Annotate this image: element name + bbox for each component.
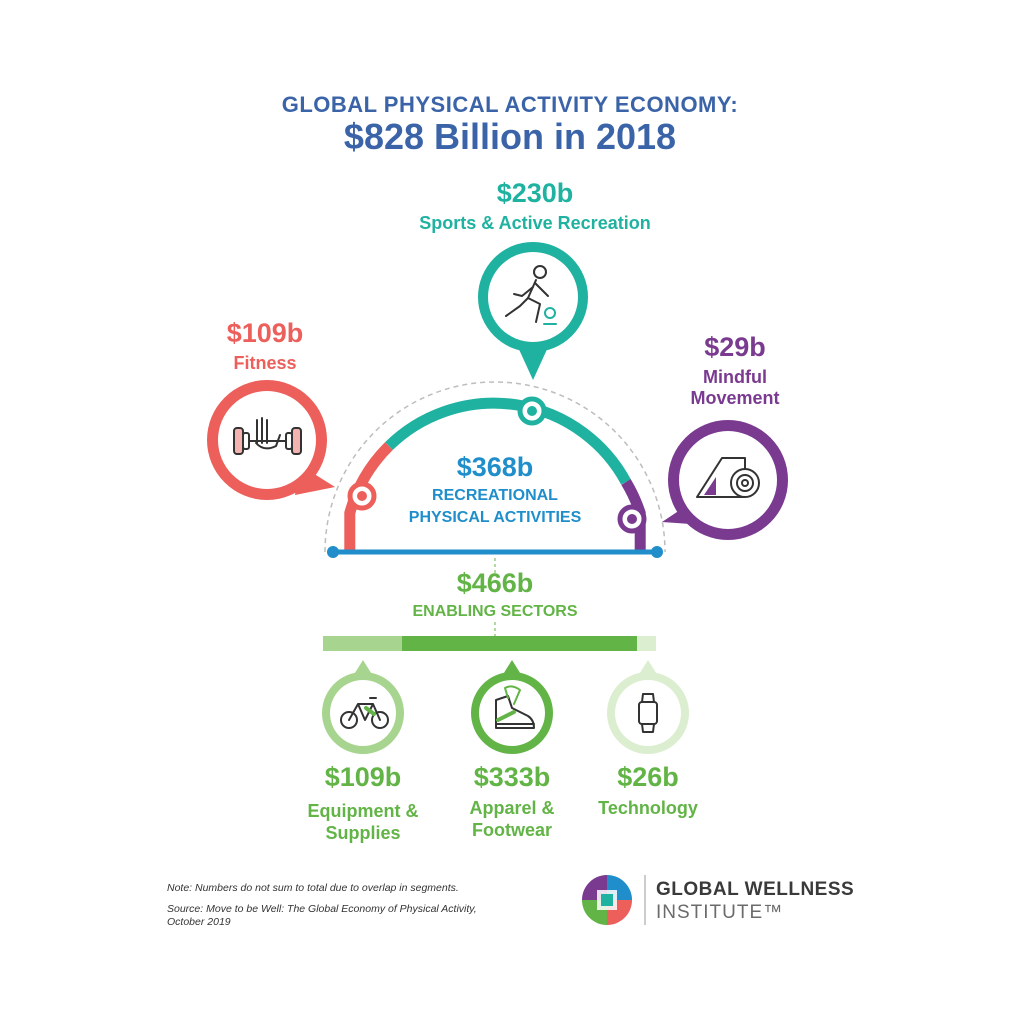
- mindful-label-line1: Mindful: [703, 367, 767, 387]
- baseline-left-dot: [327, 546, 339, 558]
- recreational-label-line2: PHYSICAL ACTIVITIES: [408, 509, 582, 526]
- fitness-node-dot: [357, 491, 367, 501]
- enabling-label: ENABLING SECTORS: [412, 603, 578, 620]
- brand-name-line2: INSTITUTE™: [656, 902, 784, 923]
- technology-bubble: [607, 660, 689, 754]
- apparel-amount: $333b: [473, 762, 551, 792]
- mindful-bubble: [662, 420, 788, 540]
- barbell-icon: [233, 417, 302, 455]
- basketball-player-icon: [505, 265, 557, 325]
- baseline-right-dot: [651, 546, 663, 558]
- apparel-bar: [402, 636, 637, 651]
- source-line-1: Source: Move to be Well: The Global Econ…: [167, 903, 477, 915]
- sports-bubble: [478, 242, 588, 380]
- sports-node-dot: [527, 406, 537, 416]
- sneaker-icon: [495, 685, 535, 729]
- smartwatch-icon: [638, 693, 658, 733]
- mindful-node-dot: [627, 514, 637, 524]
- recreational-amount: $368b: [456, 452, 534, 482]
- title-line-1: GLOBAL PHYSICAL ACTIVITY ECONOMY:: [281, 92, 739, 117]
- mindful-label-line2: Movement: [690, 388, 780, 408]
- apparel-label-line1: Apparel &: [469, 798, 555, 818]
- recreational-label-line1: RECREATIONAL: [432, 487, 558, 504]
- source-line-2: October 2019: [167, 916, 231, 928]
- sports-label: Sports & Active Recreation: [419, 213, 651, 233]
- equipment-bubble: [322, 660, 404, 754]
- brand-name-line1: GLOBAL WELLNESS: [656, 879, 855, 900]
- fitness-amount: $109b: [226, 318, 304, 348]
- footnote: Note: Numbers do not sum to total due to…: [167, 882, 459, 894]
- equipment-amount: $109b: [324, 762, 402, 792]
- sports-amount: $230b: [496, 178, 574, 208]
- apparel-label-line2: Footwear: [471, 820, 552, 840]
- outer-dashed-arc: [324, 381, 666, 553]
- equipment-bar: [323, 636, 402, 651]
- enabling-amount: $466b: [456, 568, 534, 598]
- technology-amount: $26b: [617, 762, 679, 792]
- technology-label-line1: Technology: [598, 798, 698, 818]
- equipment-label-line2: Supplies: [325, 823, 401, 843]
- equipment-label-line1: Equipment &: [307, 801, 419, 821]
- bicycle-icon: [340, 697, 389, 729]
- technology-bar: [637, 636, 656, 651]
- fitness-arc: [344, 442, 393, 552]
- gwi-logo-icon: [582, 875, 632, 925]
- title-line-2: $828 Billion in 2018: [343, 116, 677, 157]
- sports-arc: [385, 397, 631, 485]
- fitness-label: Fitness: [233, 353, 297, 373]
- yoga-mat-icon: [696, 457, 760, 498]
- mindful-amount: $29b: [704, 332, 766, 362]
